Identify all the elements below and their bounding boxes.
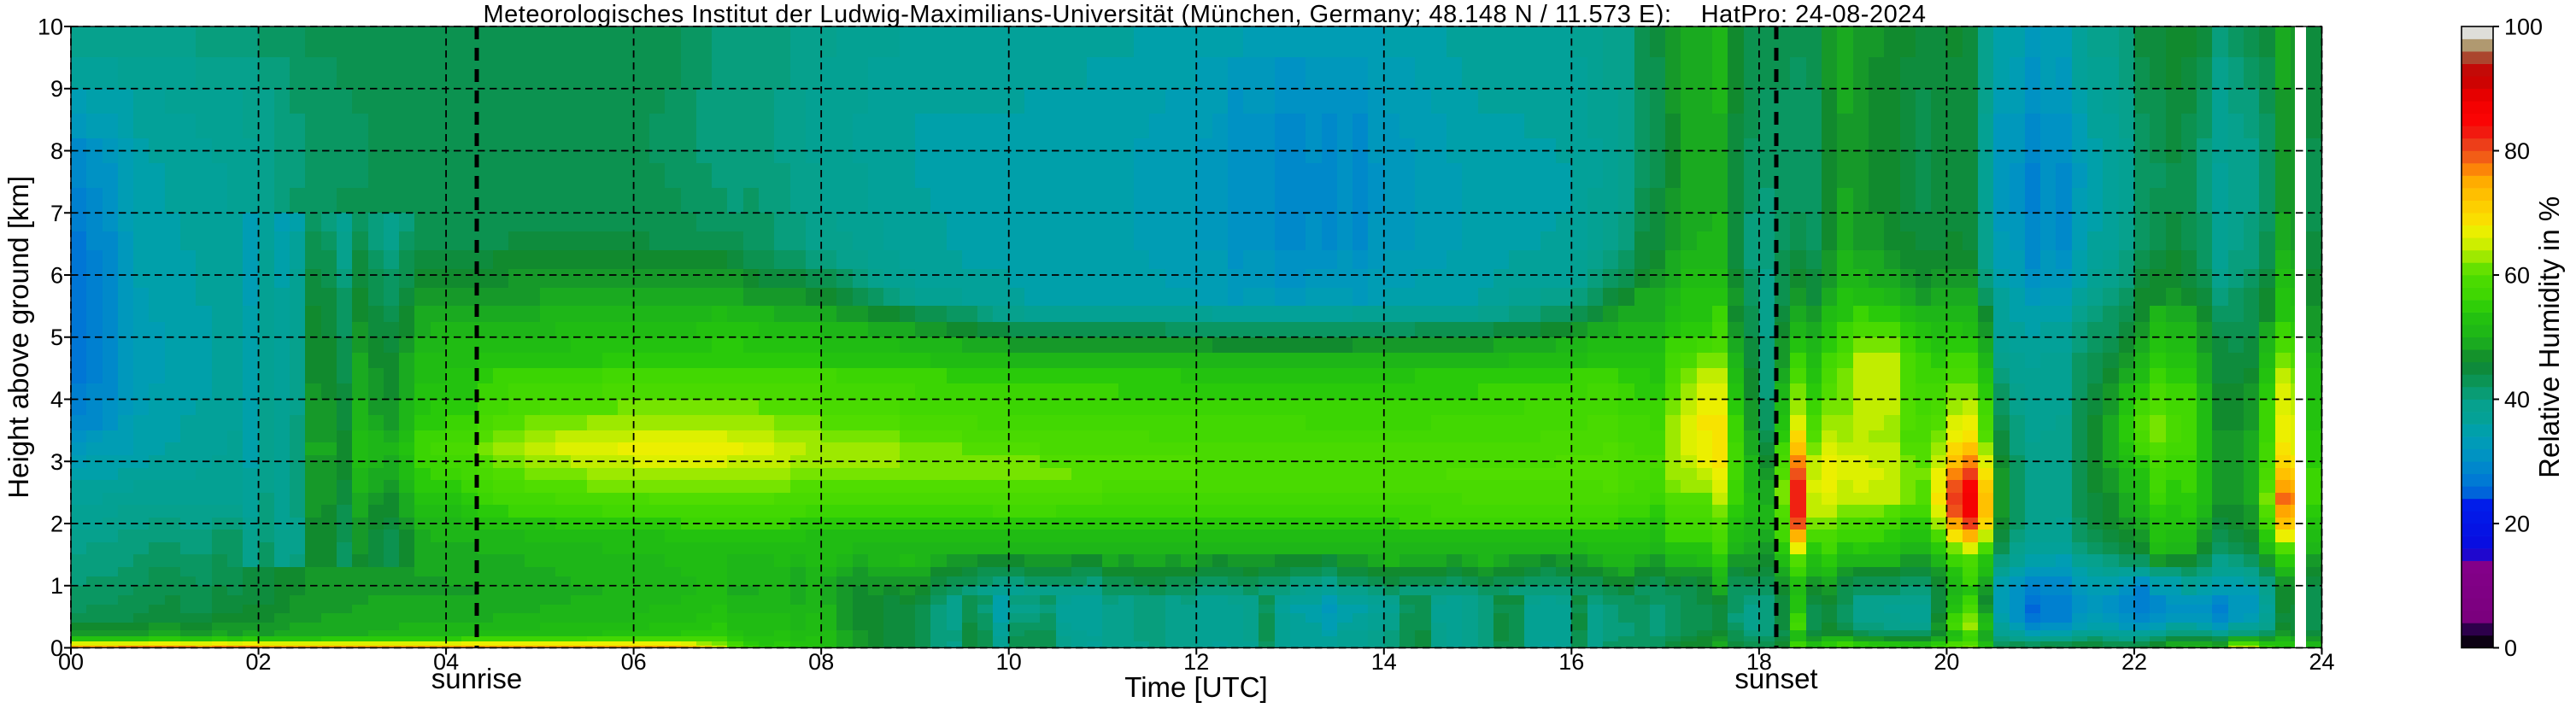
svg-text:5: 5 <box>50 325 63 350</box>
svg-text:0: 0 <box>2504 635 2517 661</box>
svg-text:00: 00 <box>58 649 84 675</box>
svg-text:02: 02 <box>245 649 271 675</box>
svg-text:sunrise: sunrise <box>431 663 522 694</box>
svg-text:40: 40 <box>2504 387 2530 413</box>
svg-text:Relative Humidity in %: Relative Humidity in % <box>2533 196 2565 478</box>
svg-text:16: 16 <box>1558 649 1584 675</box>
svg-text:08: 08 <box>808 649 834 675</box>
svg-text:3: 3 <box>50 449 63 475</box>
svg-text:sunset: sunset <box>1734 663 1817 694</box>
svg-text:80: 80 <box>2504 138 2530 164</box>
svg-text:6: 6 <box>50 263 63 289</box>
svg-text:Time [UTC]: Time [UTC] <box>1124 671 1267 703</box>
svg-text:24: 24 <box>2309 649 2334 675</box>
svg-text:7: 7 <box>50 201 63 226</box>
svg-text:2: 2 <box>50 512 63 537</box>
svg-text:8: 8 <box>50 138 63 164</box>
svg-text:0: 0 <box>50 635 63 661</box>
svg-text:04: 04 <box>433 649 459 675</box>
svg-text:10: 10 <box>38 15 63 40</box>
svg-text:100: 100 <box>2504 15 2543 40</box>
svg-text:06: 06 <box>621 649 647 675</box>
svg-text:60: 60 <box>2504 263 2530 289</box>
svg-text:14: 14 <box>1371 649 1397 675</box>
svg-text:Height above ground [km]: Height above ground [km] <box>3 176 34 499</box>
svg-text:1: 1 <box>50 573 63 599</box>
svg-text:Meteorologisches Institut der: Meteorologisches Institut der Ludwig-Max… <box>484 1 1927 28</box>
svg-text:20: 20 <box>1933 649 1959 675</box>
svg-text:18: 18 <box>1746 649 1772 675</box>
svg-text:4: 4 <box>50 387 63 413</box>
svg-text:12: 12 <box>1183 649 1209 675</box>
svg-text:9: 9 <box>50 76 63 102</box>
svg-text:22: 22 <box>2121 649 2147 675</box>
svg-text:20: 20 <box>2504 512 2530 537</box>
svg-text:10: 10 <box>996 649 1022 675</box>
